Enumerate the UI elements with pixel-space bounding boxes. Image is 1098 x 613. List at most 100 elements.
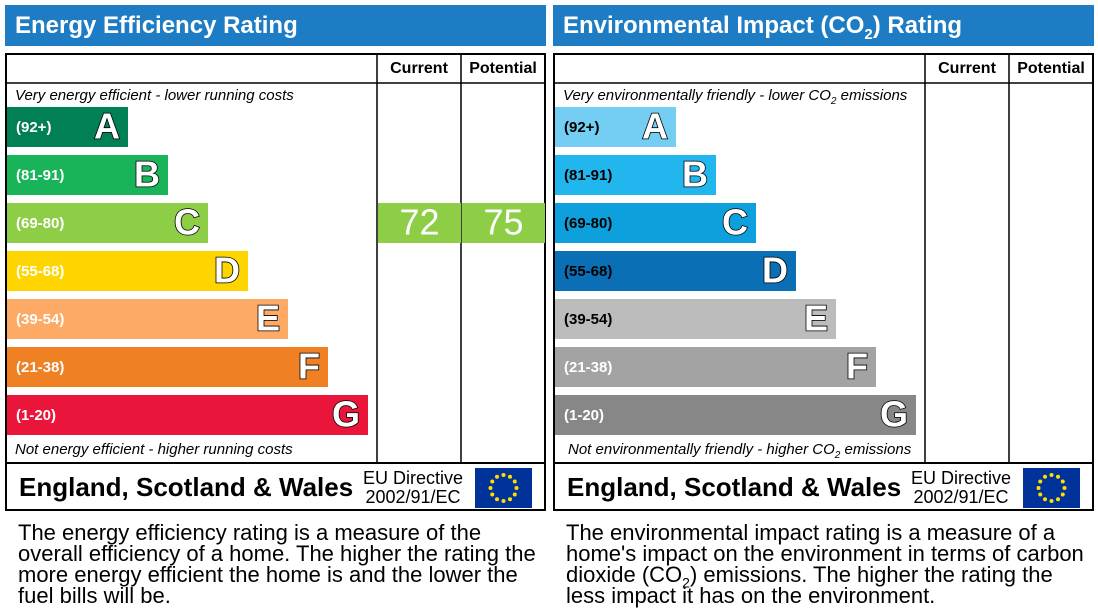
band-letter: B xyxy=(682,154,708,195)
column-header: Potential xyxy=(1017,60,1085,77)
band-letter: A xyxy=(642,106,668,147)
column-header: Current xyxy=(390,60,448,77)
eu-star xyxy=(1043,474,1047,479)
description-part: 2 xyxy=(682,574,690,591)
band-range: (69-80) xyxy=(16,215,64,232)
eu-star xyxy=(495,497,499,502)
title-bar xyxy=(553,5,1094,46)
top-note-part: emissions xyxy=(836,87,907,104)
eu-star xyxy=(490,479,495,484)
potential-rating: 75 xyxy=(483,202,523,243)
band-range: (55-68) xyxy=(16,263,64,280)
top-note-part: Very environmentally friendly - lower CO xyxy=(563,87,831,104)
column-header: Current xyxy=(938,60,996,77)
current-rating: 72 xyxy=(399,202,439,243)
band-letter: F xyxy=(846,346,868,387)
eu-star xyxy=(1036,486,1041,490)
band-range: (55-68) xyxy=(564,263,612,280)
band xyxy=(7,203,208,243)
eu-star xyxy=(514,486,519,490)
eu-star xyxy=(508,474,512,479)
band-letter: C xyxy=(722,202,748,243)
eu-star xyxy=(490,492,495,497)
bottom-note-part: 2 xyxy=(834,450,841,461)
band xyxy=(555,347,876,387)
top-note: Very energy efficient - lower running co… xyxy=(15,87,294,104)
bottom-note-part: Not environmentally friendly - higher CO xyxy=(568,441,835,458)
eu-star xyxy=(1060,492,1065,497)
band-range: (92+) xyxy=(16,119,51,136)
current-cell xyxy=(378,203,461,243)
eu-star xyxy=(1038,479,1043,484)
eu-star xyxy=(1038,492,1043,497)
eu-star xyxy=(488,486,493,490)
panel-title: Environmental Impact (CO2) Rating xyxy=(563,12,962,43)
eu-star xyxy=(1043,497,1047,502)
band xyxy=(7,251,248,291)
band xyxy=(555,395,916,435)
band xyxy=(555,299,836,339)
eu-star xyxy=(495,474,499,479)
band-range: (21-38) xyxy=(564,359,612,376)
bottom-note: Not environmentally friendly - higher CO… xyxy=(568,441,912,461)
band-range: (39-54) xyxy=(564,311,612,328)
title-bar xyxy=(5,5,546,46)
eu-star xyxy=(1056,474,1060,479)
band xyxy=(7,395,368,435)
bottom-note-part: emissions xyxy=(840,441,911,458)
eu-star xyxy=(1056,497,1060,502)
description-part: ) emissions. The higher the rating the l… xyxy=(566,562,1053,608)
panel-title: Energy Efficiency Rating xyxy=(15,12,298,39)
footer-directive: 2002/91/EC xyxy=(365,487,460,507)
eu-star xyxy=(501,499,506,503)
description-part: The energy efficiency rating is a measur… xyxy=(18,520,536,608)
band xyxy=(7,347,328,387)
band-letter: A xyxy=(94,106,120,147)
band-letter: G xyxy=(332,394,360,435)
eu-star xyxy=(512,492,517,497)
band-letter: E xyxy=(804,298,828,339)
band xyxy=(7,107,128,147)
eu-star xyxy=(1049,499,1054,503)
band-range: (92+) xyxy=(564,119,599,136)
footer-directive: EU Directive xyxy=(911,468,1011,488)
band-letter: B xyxy=(134,154,160,195)
eu-star xyxy=(1060,479,1065,484)
panel-title-part: 2 xyxy=(864,26,872,43)
description: The energy efficiency rating is a measur… xyxy=(18,520,538,608)
band xyxy=(7,299,288,339)
band-range: (21-38) xyxy=(16,359,64,376)
eu-star xyxy=(512,479,517,484)
band-range: (39-54) xyxy=(16,311,64,328)
panel-title-part: Environmental Impact (CO xyxy=(563,12,864,39)
band-letter: E xyxy=(256,298,280,339)
bottom-note: Not energy efficient - higher running co… xyxy=(15,441,293,458)
band-letter: G xyxy=(880,394,908,435)
band-letter: C xyxy=(174,202,200,243)
band-range: (81-91) xyxy=(564,167,612,184)
band xyxy=(555,107,676,147)
band-letter: D xyxy=(214,250,240,291)
potential-cell xyxy=(462,203,545,243)
band xyxy=(555,203,756,243)
top-note-part: 2 xyxy=(830,96,837,107)
footer-region: England, Scotland & Wales xyxy=(567,472,901,502)
eu-star xyxy=(1062,486,1067,490)
column-header: Potential xyxy=(469,60,537,77)
band xyxy=(7,155,168,195)
band-range: (1-20) xyxy=(564,407,604,424)
description-part: The environmental impact rating is a mea… xyxy=(566,520,1084,587)
top-note: Very environmentally friendly - lower CO… xyxy=(563,87,908,107)
band xyxy=(555,251,796,291)
footer-directive: 2002/91/EC xyxy=(913,487,1008,507)
eu-star xyxy=(1049,473,1054,477)
band-letter: F xyxy=(298,346,320,387)
eu-star xyxy=(501,473,506,477)
footer-region: England, Scotland & Wales xyxy=(19,472,353,502)
band-range: (69-80) xyxy=(564,215,612,232)
band-range: (1-20) xyxy=(16,407,56,424)
panel-title-part: Energy Efficiency Rating xyxy=(15,12,298,39)
top-note-part: Very energy efficient - lower running co… xyxy=(15,87,294,104)
footer-directive: EU Directive xyxy=(363,468,463,488)
